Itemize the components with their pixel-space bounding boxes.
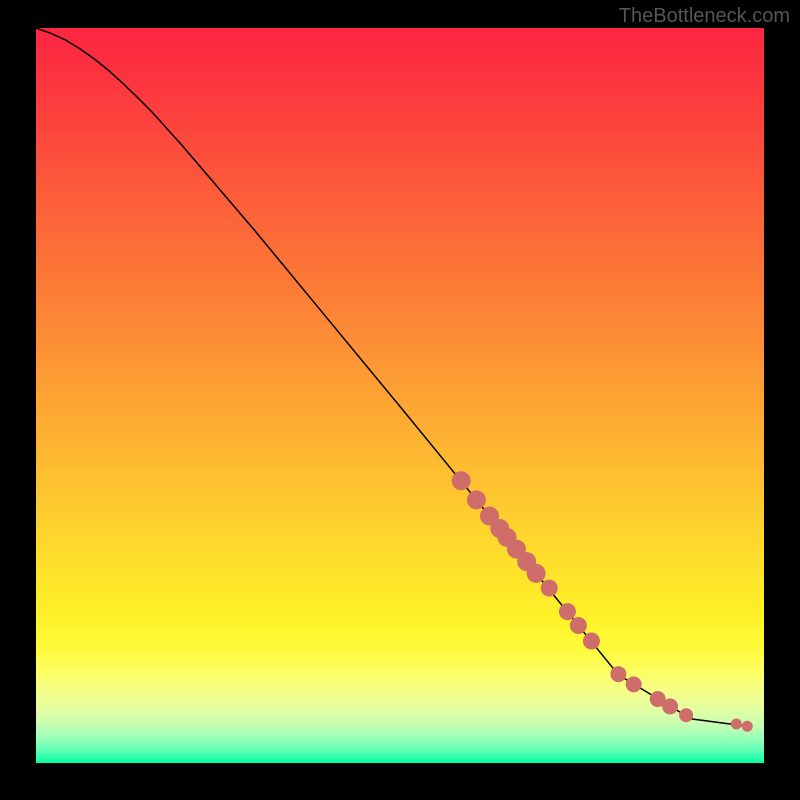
plot-area <box>36 28 764 763</box>
data-marker <box>452 471 471 490</box>
data-marker <box>679 708 693 722</box>
data-marker <box>527 564 546 583</box>
bottleneck-chart: TheBottleneck.com <box>0 0 800 800</box>
data-marker <box>570 617 587 634</box>
data-marker <box>731 719 742 730</box>
data-marker <box>541 580 558 597</box>
data-marker <box>559 603 576 620</box>
attribution-text: TheBottleneck.com <box>619 5 790 27</box>
data-marker <box>610 666 626 682</box>
data-marker <box>583 632 600 649</box>
data-marker <box>467 490 486 509</box>
data-marker <box>662 698 678 714</box>
data-marker <box>742 721 753 732</box>
data-marker <box>626 676 642 692</box>
